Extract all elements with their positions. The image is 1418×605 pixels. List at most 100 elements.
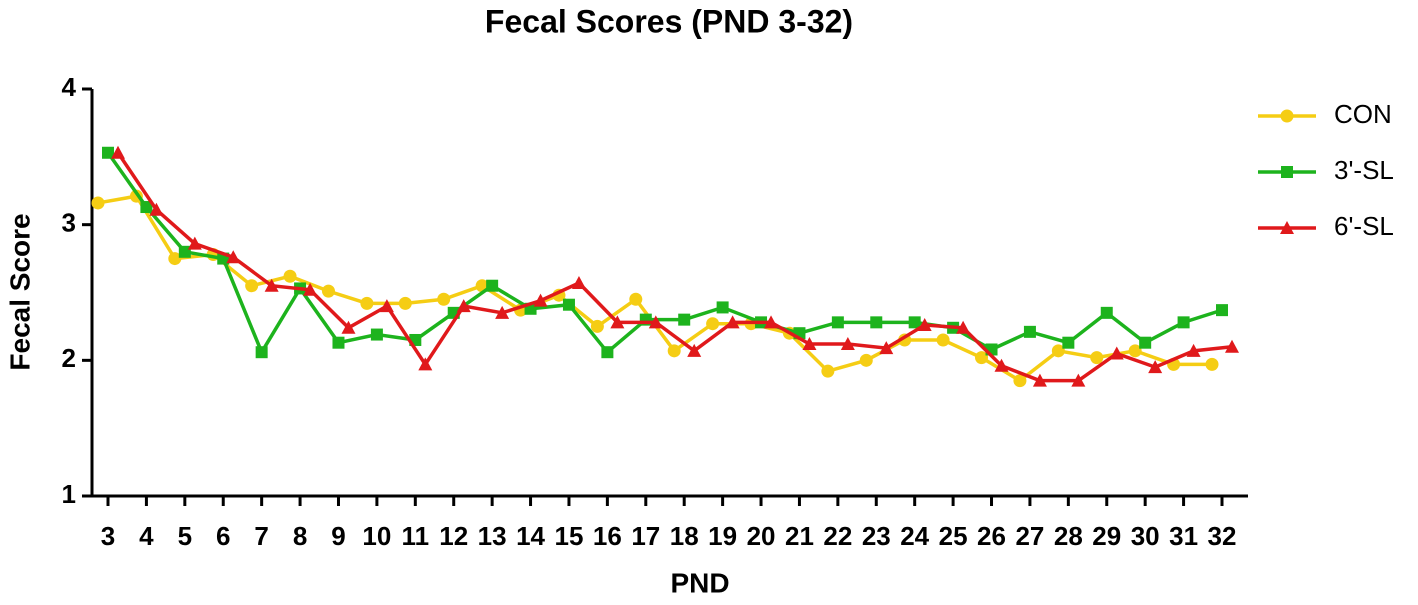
x-tick-label: 20 (747, 521, 776, 551)
x-tick-label: 19 (708, 521, 737, 551)
y-axis-label: Fecal Score (4, 213, 35, 370)
point (917, 318, 932, 332)
point (1216, 304, 1228, 317)
point (283, 269, 297, 283)
point (936, 333, 950, 347)
point (1062, 336, 1075, 349)
x-tick-label: 11 (402, 521, 430, 551)
point (870, 316, 883, 329)
point (332, 336, 345, 349)
point (149, 202, 164, 216)
point (908, 316, 921, 329)
legend-label: 6'-SL (1334, 211, 1394, 241)
point (1071, 373, 1086, 387)
x-tick-label: 27 (1015, 521, 1044, 551)
point (601, 346, 614, 359)
x-tick-label: 14 (516, 521, 545, 551)
point (140, 201, 153, 214)
point (1128, 344, 1142, 358)
x-tick-label: 28 (1054, 521, 1083, 551)
point (667, 344, 681, 358)
x-tick-label: 16 (593, 521, 622, 551)
point (1177, 316, 1190, 329)
series-line (116, 151, 1233, 383)
point (716, 301, 729, 314)
point (1090, 351, 1104, 365)
x-tick-label: 17 (631, 521, 660, 551)
point (831, 316, 844, 329)
x-tick-label: 7 (254, 521, 268, 551)
point (1280, 221, 1294, 234)
point (418, 357, 433, 371)
x-tick-label: 23 (862, 521, 891, 551)
point (590, 319, 604, 333)
x-tick-label: 5 (178, 521, 192, 551)
point (398, 296, 412, 310)
point (706, 317, 720, 331)
x-tick-label: 9 (331, 521, 345, 551)
x-tick-label: 8 (293, 521, 307, 551)
point (1205, 357, 1219, 371)
point (975, 351, 989, 365)
point (370, 328, 383, 341)
point (629, 292, 643, 306)
point (187, 236, 202, 250)
x-tick-label: 25 (939, 521, 968, 551)
point (840, 337, 855, 351)
point (956, 320, 971, 334)
point (486, 279, 499, 292)
x-tick-label: 12 (439, 521, 468, 551)
point (687, 343, 702, 357)
x-tick-label: 22 (823, 521, 852, 551)
point (678, 313, 691, 326)
point (360, 296, 374, 310)
x-tick-label: 31 (1169, 521, 1198, 551)
y-tick-label: 4 (62, 72, 77, 102)
series-line (106, 151, 1223, 357)
point (1032, 373, 1047, 387)
point (168, 252, 182, 266)
point (648, 315, 663, 329)
point (178, 245, 191, 258)
point (1139, 336, 1152, 349)
point (264, 278, 279, 292)
point (217, 252, 230, 265)
x-tick-label: 24 (900, 521, 929, 551)
x-tick-label: 15 (555, 521, 584, 551)
point (994, 358, 1009, 372)
point (437, 292, 451, 306)
point (379, 299, 394, 313)
y-tick-label: 3 (62, 208, 76, 238)
point (1225, 339, 1239, 353)
point (1023, 325, 1036, 338)
point (1148, 360, 1163, 374)
point (1051, 344, 1065, 358)
point (102, 146, 114, 159)
point (879, 341, 894, 355)
point (562, 298, 575, 311)
point (321, 284, 335, 298)
x-tick-label: 26 (977, 521, 1006, 551)
x-tick-label: 18 (670, 521, 699, 551)
x-tick-label: 4 (139, 521, 154, 551)
x-tick-label: 13 (478, 521, 507, 551)
y-tick-label: 2 (62, 343, 76, 373)
point (1186, 343, 1201, 357)
point (610, 315, 625, 329)
x-axis-label: PND (670, 567, 729, 598)
point (1100, 306, 1113, 319)
point (226, 250, 241, 264)
point (1280, 109, 1294, 123)
x-tick-label: 21 (785, 521, 814, 551)
x-tick-label: 29 (1092, 521, 1121, 551)
legend-label: CON (1334, 99, 1392, 129)
point (91, 196, 105, 210)
point (802, 337, 817, 351)
chart-title: Fecal Scores (PND 3-32) (485, 3, 853, 39)
point (341, 320, 356, 334)
point (1013, 374, 1027, 388)
point (725, 315, 740, 329)
point (821, 364, 835, 378)
